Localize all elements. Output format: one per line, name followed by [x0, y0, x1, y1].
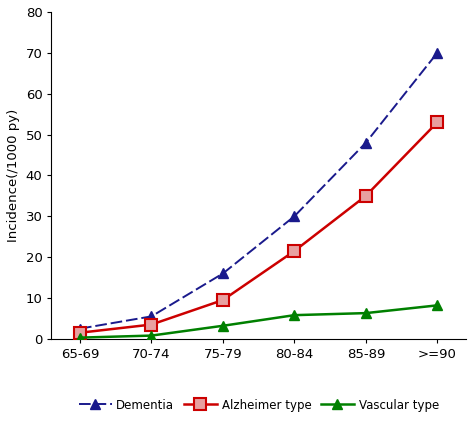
Y-axis label: Incidence(/1000 py): Incidence(/1000 py) [7, 109, 20, 242]
Legend: Dementia, Alzheimer type, Vascular type: Dementia, Alzheimer type, Vascular type [74, 394, 444, 416]
